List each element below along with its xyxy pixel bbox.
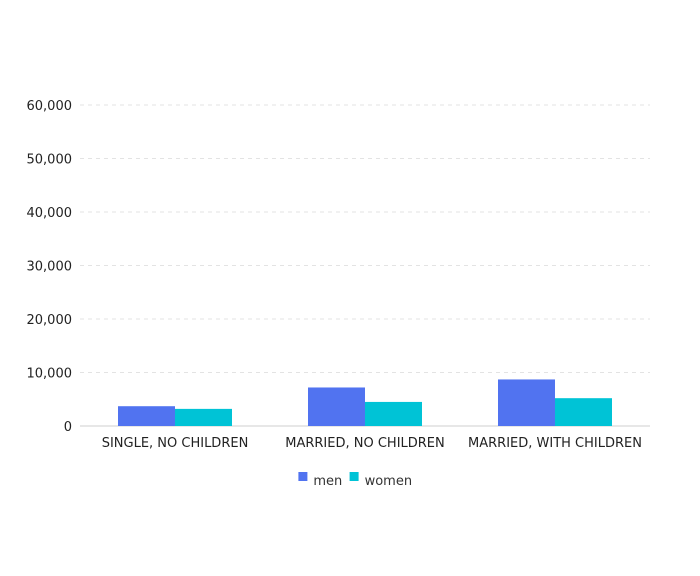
bar-women-0: [175, 409, 232, 426]
y-tick-label: 50,000: [27, 153, 73, 168]
y-tick-label: 20,000: [27, 313, 73, 328]
y-tick-label: 40,000: [27, 206, 73, 221]
y-tick-label: 30,000: [27, 260, 73, 275]
bar-men-0: [118, 406, 175, 426]
x-category-label: MARRIED, WITH CHILDREN: [468, 436, 642, 451]
legend-label-women: women: [365, 474, 413, 489]
bar-women-2: [555, 398, 612, 426]
bar-men-1: [308, 387, 365, 426]
x-category-label: MARRIED, NO CHILDREN: [285, 436, 445, 451]
legend-swatch-men: [298, 472, 307, 481]
legend: men women: [298, 472, 412, 489]
legend-swatch-women: [350, 472, 359, 481]
y-tick-label: 0: [64, 420, 72, 435]
y-tick-label: 10,000: [27, 367, 73, 382]
x-category-label: SINGLE, NO CHILDREN: [102, 436, 249, 451]
y-tick-label: 60,000: [27, 99, 73, 114]
bar-men-2: [498, 379, 555, 426]
bar-women-1: [365, 402, 422, 426]
legend-label-men: men: [313, 474, 342, 489]
